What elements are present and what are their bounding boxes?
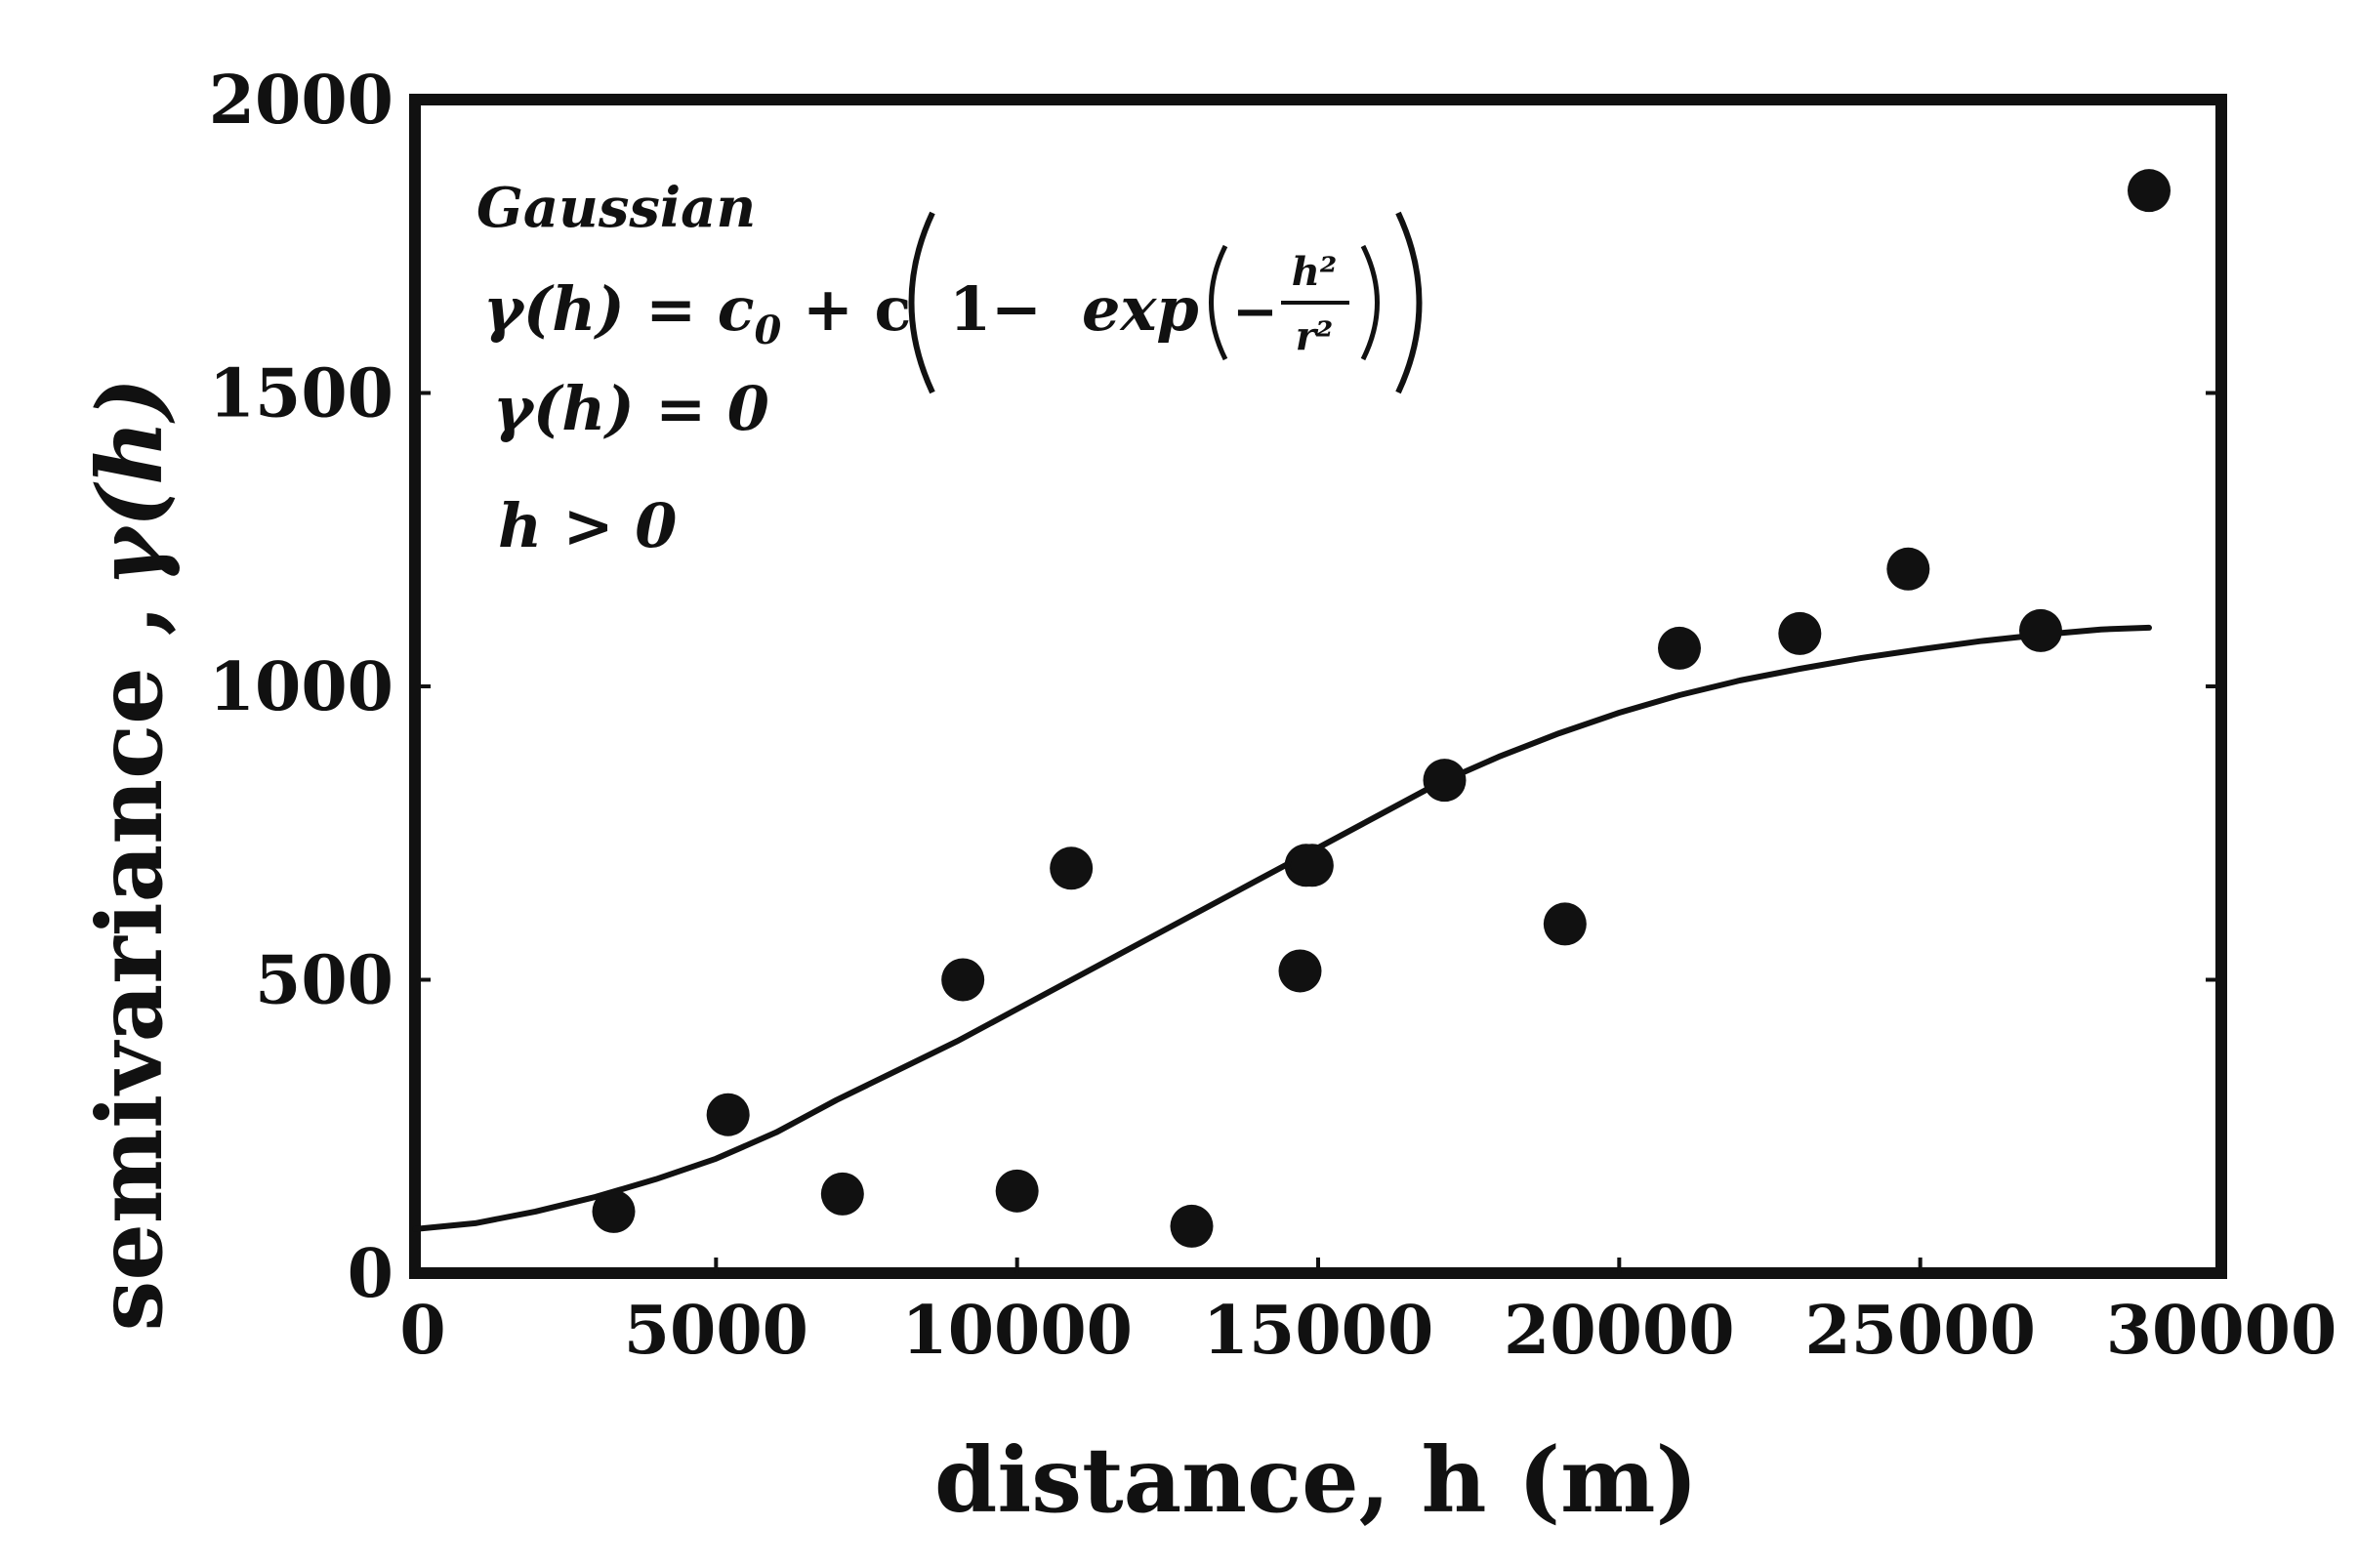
eq1-c: c: [875, 273, 912, 345]
y-tick-label: 1000: [209, 648, 393, 726]
eq1-minus: −: [991, 273, 1042, 345]
eq1-one: 1: [949, 273, 991, 345]
y-axis-ticks: 0 500 1000 1500 2000: [209, 62, 2221, 1313]
data-point: [1050, 846, 1094, 890]
eq1-numerator: h²: [1292, 249, 1338, 295]
data-point: [1886, 547, 1930, 591]
x-tick-label: 10000: [901, 1292, 1133, 1370]
data-point: [1170, 1204, 1214, 1248]
model-name: Gaussian: [476, 176, 756, 240]
data-point: [1658, 626, 1701, 670]
eq1-big-paren-right: [1395, 211, 1423, 394]
data-point: [1778, 611, 1822, 655]
eq1-denominator: r²: [1296, 313, 1334, 359]
eq1-exp: exp: [1082, 273, 1199, 345]
equation-line-3: h > 0: [498, 490, 677, 561]
data-point: [1290, 844, 1334, 887]
data-point: [2019, 608, 2062, 652]
eq1-mid-paren-left: [1209, 244, 1228, 361]
y-axis-title-text: semivariance ,: [77, 604, 183, 1331]
y-axis-title-symbol: γ(h): [77, 378, 183, 588]
equation-line-2: γ(h) = 0: [493, 373, 769, 444]
eq1-lhs: γ(h) = c: [483, 273, 755, 345]
eq1-subscript: 0: [755, 308, 782, 353]
gaussian-fit-line: [412, 624, 2152, 1232]
eq1-big-paren-left: [908, 211, 935, 394]
y-tick-label: 2000: [209, 62, 393, 140]
data-point: [1543, 902, 1587, 946]
y-tick-label: 500: [255, 942, 393, 1020]
y-tick-label: 1500: [209, 355, 393, 433]
data-point: [995, 1169, 1039, 1213]
data-point: [592, 1189, 636, 1233]
eq1-plus: +: [781, 273, 874, 345]
x-tick-label: 5000: [624, 1292, 808, 1370]
y-axis-title: semivariance , γ(h): [77, 378, 183, 1332]
x-tick-label: 0: [399, 1292, 445, 1370]
x-tick-label: 30000: [2106, 1292, 2337, 1370]
x-tick-label: 20000: [1504, 1292, 1735, 1370]
eq1-neg: −: [1232, 279, 1278, 344]
data-point: [2128, 169, 2171, 213]
data-point: [820, 1172, 864, 1216]
x-tick-label: 15000: [1203, 1292, 1434, 1370]
data-point: [1278, 949, 1322, 993]
x-axis-ticks: 0 5000 10000 15000 20000 25000 30000: [399, 1258, 2337, 1370]
data-point: [941, 958, 985, 1002]
data-point: [1423, 759, 1467, 803]
x-axis-title: distance, h (m): [934, 1427, 1698, 1533]
eq1-mid-paren-right: [1360, 244, 1380, 361]
model-equation-block: Gaussian γ(h) = c0 + c 1 − exp − h² r² γ…: [476, 176, 1423, 561]
x-tick-label: 25000: [1804, 1292, 2036, 1370]
y-tick-label: 0: [348, 1235, 393, 1313]
equation-line-1: γ(h) = c0 + c: [483, 273, 911, 353]
data-points: [592, 169, 2171, 1248]
data-point: [706, 1093, 750, 1136]
